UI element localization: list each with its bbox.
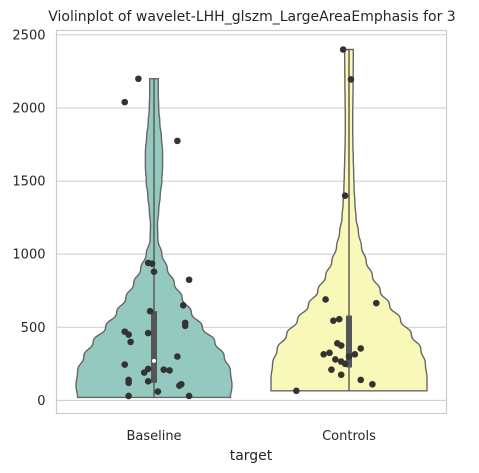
x-tick-label-controls: Controls	[322, 429, 376, 444]
data-point	[293, 387, 300, 395]
median-marker-baseline	[152, 358, 156, 363]
data-point	[369, 380, 376, 388]
data-point	[335, 315, 343, 323]
data-point	[160, 366, 168, 373]
data-point	[179, 302, 187, 309]
data-point	[125, 331, 132, 338]
data-point	[121, 361, 129, 368]
data-point	[154, 388, 162, 395]
data-point	[351, 350, 359, 358]
data-point	[144, 329, 152, 337]
data-point	[332, 356, 339, 363]
data-point	[345, 353, 353, 360]
iqr-box-controls	[346, 315, 352, 368]
data-point	[176, 382, 183, 390]
data-point	[341, 192, 349, 199]
data-point	[174, 353, 181, 360]
y-tick-label: 2500	[12, 28, 45, 43]
plot-frame	[55, 29, 448, 415]
y-tick-label: 500	[21, 321, 46, 336]
data-point	[373, 299, 380, 307]
data-point	[357, 376, 365, 384]
data-point	[357, 345, 365, 352]
x-axis-title: target	[230, 448, 273, 464]
data-point	[135, 75, 142, 83]
x-tick-label-baseline: Baseline	[126, 429, 181, 444]
data-point	[166, 367, 173, 374]
y-tick-label: 0	[37, 394, 45, 409]
iqr-box-baseline	[151, 311, 157, 383]
violins	[75, 48, 428, 399]
data-point	[181, 322, 189, 330]
data-point	[125, 379, 132, 387]
y-tick-label: 1000	[12, 248, 45, 263]
strip-points	[121, 46, 380, 400]
data-point	[140, 369, 148, 376]
data-point	[185, 392, 193, 400]
y-tick-label: 2000	[12, 101, 45, 116]
data-point	[341, 360, 349, 368]
data-point	[185, 276, 193, 284]
data-point	[150, 268, 158, 276]
data-point	[121, 98, 129, 106]
y-tick-label: 1500	[12, 175, 45, 190]
data-point	[347, 76, 355, 83]
x-tick-labels: Baseline Controls	[126, 429, 376, 444]
data-point	[328, 366, 335, 373]
data-point	[148, 260, 156, 267]
data-point	[127, 338, 134, 346]
data-point	[326, 349, 333, 357]
data-point	[174, 137, 181, 145]
data-point	[330, 317, 337, 324]
inner-boxes	[151, 49, 352, 398]
data-point	[320, 350, 327, 358]
data-point	[337, 371, 345, 379]
data-point	[339, 46, 347, 53]
data-point	[322, 296, 329, 303]
data-point	[144, 378, 152, 385]
data-point	[125, 392, 132, 400]
data-point	[337, 342, 345, 349]
y-tick-labels: 0 500 1000 1500 2000 2500	[12, 28, 45, 408]
data-point	[146, 307, 154, 315]
chart-title: Violinplot of wavelet-LHH_glszm_LargeAre…	[48, 9, 455, 25]
